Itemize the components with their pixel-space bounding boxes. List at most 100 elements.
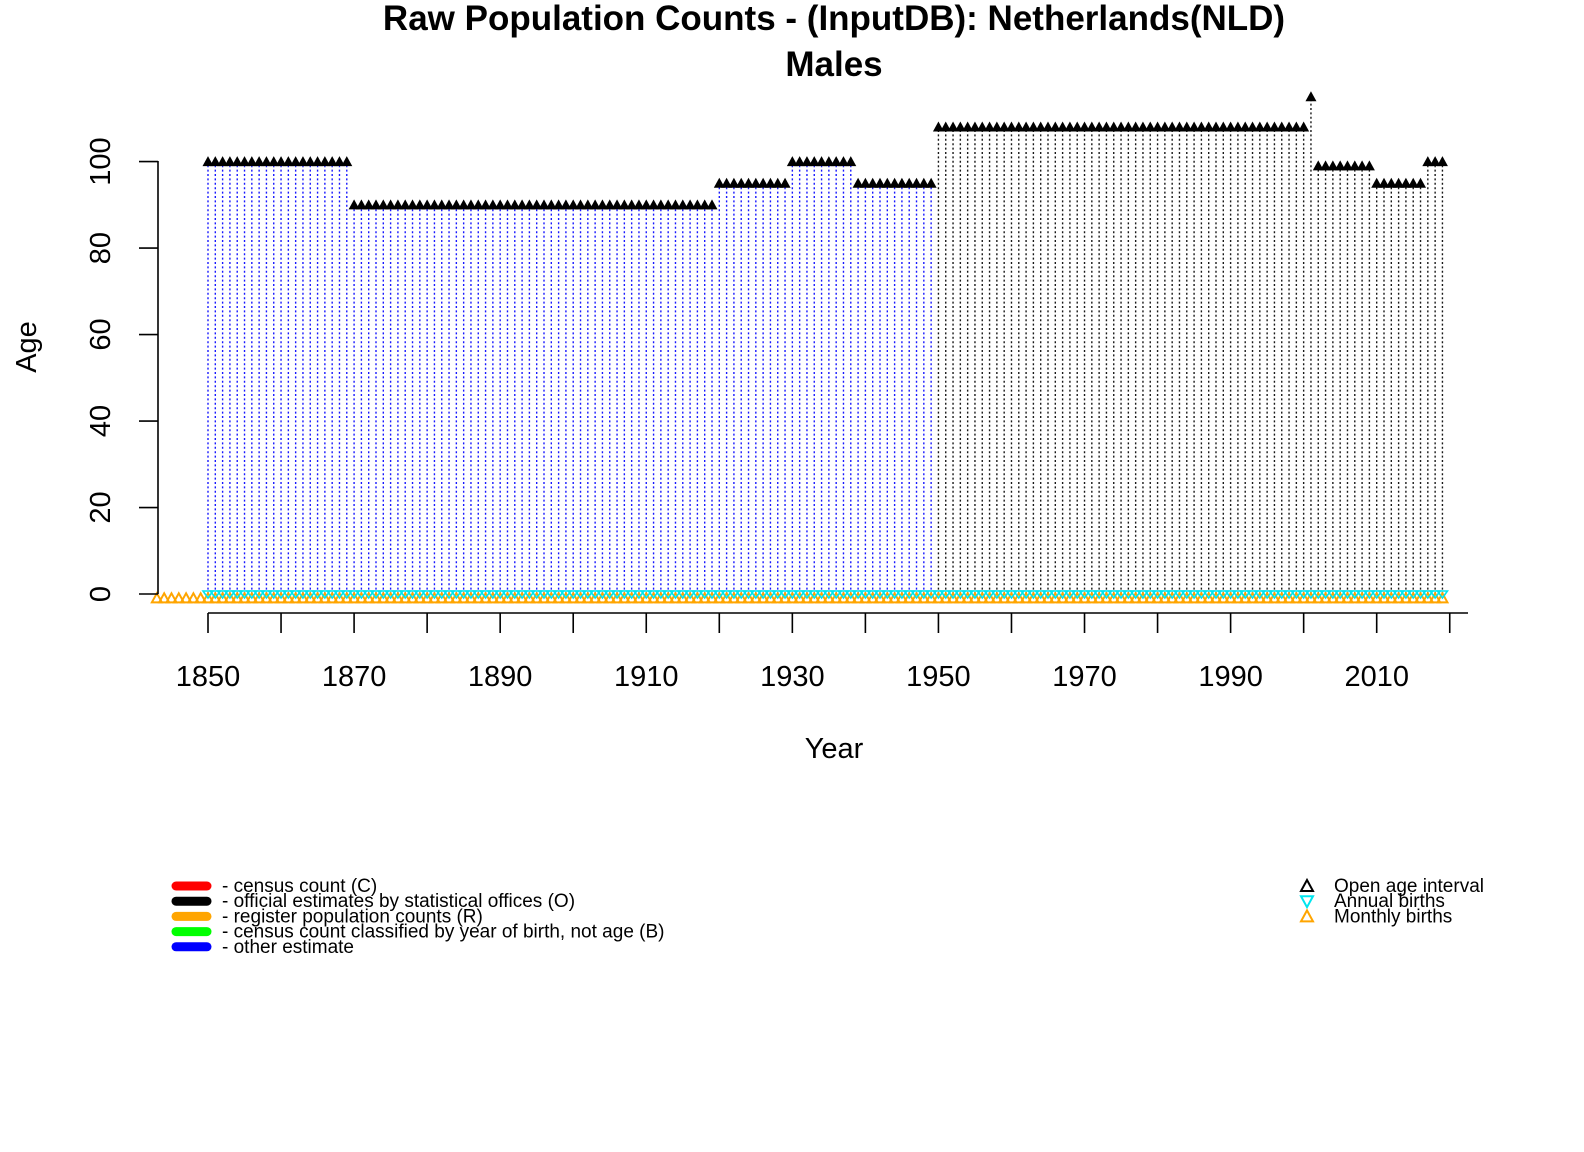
annual-births-marker-1963 bbox=[1026, 590, 1040, 600]
monthly-births-marker-1895 bbox=[529, 591, 544, 604]
annual-births-marker-1970 bbox=[1077, 590, 1092, 600]
annual-births-marker-1937 bbox=[836, 590, 851, 600]
open-age-marker-1961 bbox=[1013, 121, 1025, 132]
annual-births-marker-1969 bbox=[1070, 590, 1084, 600]
annual-births-marker-1951 bbox=[939, 590, 953, 600]
open-age-marker-1860 bbox=[275, 156, 287, 167]
annual-births-marker-1909 bbox=[632, 590, 646, 600]
annual-births-marker-1962 bbox=[1019, 590, 1033, 600]
annual-births-marker-1960 bbox=[1004, 590, 1019, 600]
open-age-marker-1881 bbox=[428, 199, 440, 210]
annual-births-marker-1944 bbox=[888, 590, 902, 600]
open-age-marker-1956 bbox=[976, 121, 988, 132]
annual-births-marker-1940 bbox=[858, 590, 872, 600]
open-age-marker-1942 bbox=[874, 177, 886, 188]
open-age-marker-1878 bbox=[407, 199, 419, 210]
monthly-births-marker-1977 bbox=[1128, 591, 1143, 604]
open-age-marker-1884 bbox=[450, 199, 462, 210]
monthly-births-marker-1867 bbox=[325, 591, 339, 604]
annual-births-marker-1912 bbox=[654, 590, 668, 600]
monthly-births-marker-1873 bbox=[369, 591, 383, 604]
annual-births-marker-1930 bbox=[785, 590, 799, 600]
annual-births-marker-1851 bbox=[208, 590, 222, 600]
open-age-marker-1903 bbox=[589, 199, 601, 210]
legend-label-0: - census count (C) bbox=[222, 876, 377, 897]
y-tick-label-20: 20 bbox=[85, 491, 117, 523]
y-tick-label-80: 80 bbox=[85, 232, 117, 264]
annual-births-marker-1986 bbox=[1194, 590, 1208, 600]
annual-births-marker-1938 bbox=[844, 590, 858, 600]
y-axis-title: Age bbox=[11, 321, 43, 373]
open-age-marker-1916 bbox=[684, 199, 696, 210]
monthly-births-marker-1862 bbox=[288, 591, 303, 604]
annual-births-marker-1900 bbox=[566, 590, 580, 600]
y-tick-label-40: 40 bbox=[85, 405, 117, 437]
chart-subtitle: Males bbox=[785, 45, 882, 84]
monthly-births-marker-1869 bbox=[340, 591, 354, 604]
open-age-marker-1864 bbox=[304, 156, 316, 167]
annual-births-marker-1973 bbox=[1099, 590, 1113, 600]
open-age-marker-2017 bbox=[1422, 156, 1434, 167]
open-age-marker-2016 bbox=[1415, 177, 1427, 188]
annual-births-marker-1901 bbox=[573, 590, 588, 600]
annual-births-marker-1921 bbox=[720, 590, 734, 600]
open-age-marker-1965 bbox=[1042, 121, 1054, 132]
monthly-births-marker-1972 bbox=[1092, 591, 1106, 604]
monthly-births-marker-1918 bbox=[697, 591, 712, 604]
annual-births-marker-1927 bbox=[763, 590, 777, 600]
open-age-marker-1953 bbox=[954, 121, 966, 132]
annual-births-marker-1882 bbox=[435, 590, 449, 600]
legend-symbol-0 bbox=[1299, 877, 1315, 892]
open-age-marker-1969 bbox=[1071, 121, 1083, 132]
monthly-births-marker-1923 bbox=[734, 591, 748, 604]
monthly-births-marker-1916 bbox=[683, 591, 697, 604]
annual-births-marker-1870 bbox=[347, 590, 361, 600]
annual-births-marker-2002 bbox=[1311, 590, 1325, 600]
open-age-marker-1862 bbox=[290, 156, 302, 167]
monthly-births-marker-1947 bbox=[909, 591, 924, 604]
legend-right-label-2: Monthly births bbox=[1334, 906, 1452, 927]
open-age-marker-1906 bbox=[611, 199, 623, 210]
open-age-marker-1858 bbox=[260, 156, 272, 167]
legend-right-label-1: Annual births bbox=[1334, 891, 1445, 912]
open-age-marker-1892 bbox=[509, 199, 521, 210]
monthly-births-marker-1894 bbox=[522, 591, 537, 604]
monthly-births-marker-1967 bbox=[1055, 591, 1070, 604]
open-age-marker-1871 bbox=[355, 199, 367, 210]
open-age-marker-1904 bbox=[596, 199, 608, 210]
monthly-births-marker-1951 bbox=[939, 591, 953, 604]
monthly-births-marker-1919 bbox=[705, 591, 719, 604]
annual-births-marker-1998 bbox=[1282, 590, 1296, 600]
open-age-marker-1907 bbox=[618, 199, 630, 210]
open-age-marker-1999 bbox=[1290, 121, 1302, 132]
open-age-marker-1947 bbox=[911, 177, 923, 188]
monthly-births-marker-1925 bbox=[749, 591, 763, 604]
monthly-births-marker-1932 bbox=[800, 591, 814, 604]
open-age-marker-1876 bbox=[392, 199, 404, 210]
annual-births-marker-1933 bbox=[807, 590, 821, 600]
monthly-births-marker-1874 bbox=[376, 591, 391, 604]
annual-births-marker-1857 bbox=[252, 590, 266, 600]
monthly-births-marker-1889 bbox=[486, 591, 500, 604]
annual-births-marker-1926 bbox=[756, 590, 770, 600]
monthly-births-marker-1864 bbox=[303, 591, 317, 604]
annual-births-marker-1872 bbox=[362, 590, 376, 600]
open-age-marker-1926 bbox=[757, 177, 769, 188]
open-age-marker-1936 bbox=[830, 156, 842, 167]
monthly-births-marker-1998 bbox=[1282, 591, 1296, 604]
open-age-marker-1883 bbox=[443, 199, 455, 210]
annual-births-marker-1935 bbox=[822, 590, 836, 600]
monthly-births-marker-1885 bbox=[456, 591, 471, 604]
monthly-births-marker-1907 bbox=[617, 591, 632, 604]
open-age-marker-1944 bbox=[889, 177, 901, 188]
monthly-births-marker-1884 bbox=[449, 591, 464, 604]
monthly-births-marker-1883 bbox=[442, 591, 456, 604]
annual-births-marker-1878 bbox=[405, 590, 420, 600]
annual-births-marker-1897 bbox=[544, 590, 558, 600]
monthly-births-marker-1962 bbox=[1019, 591, 1033, 604]
annual-births-marker-1971 bbox=[1085, 590, 1099, 600]
open-age-marker-2008 bbox=[1356, 160, 1368, 171]
open-age-marker-1945 bbox=[896, 177, 908, 188]
